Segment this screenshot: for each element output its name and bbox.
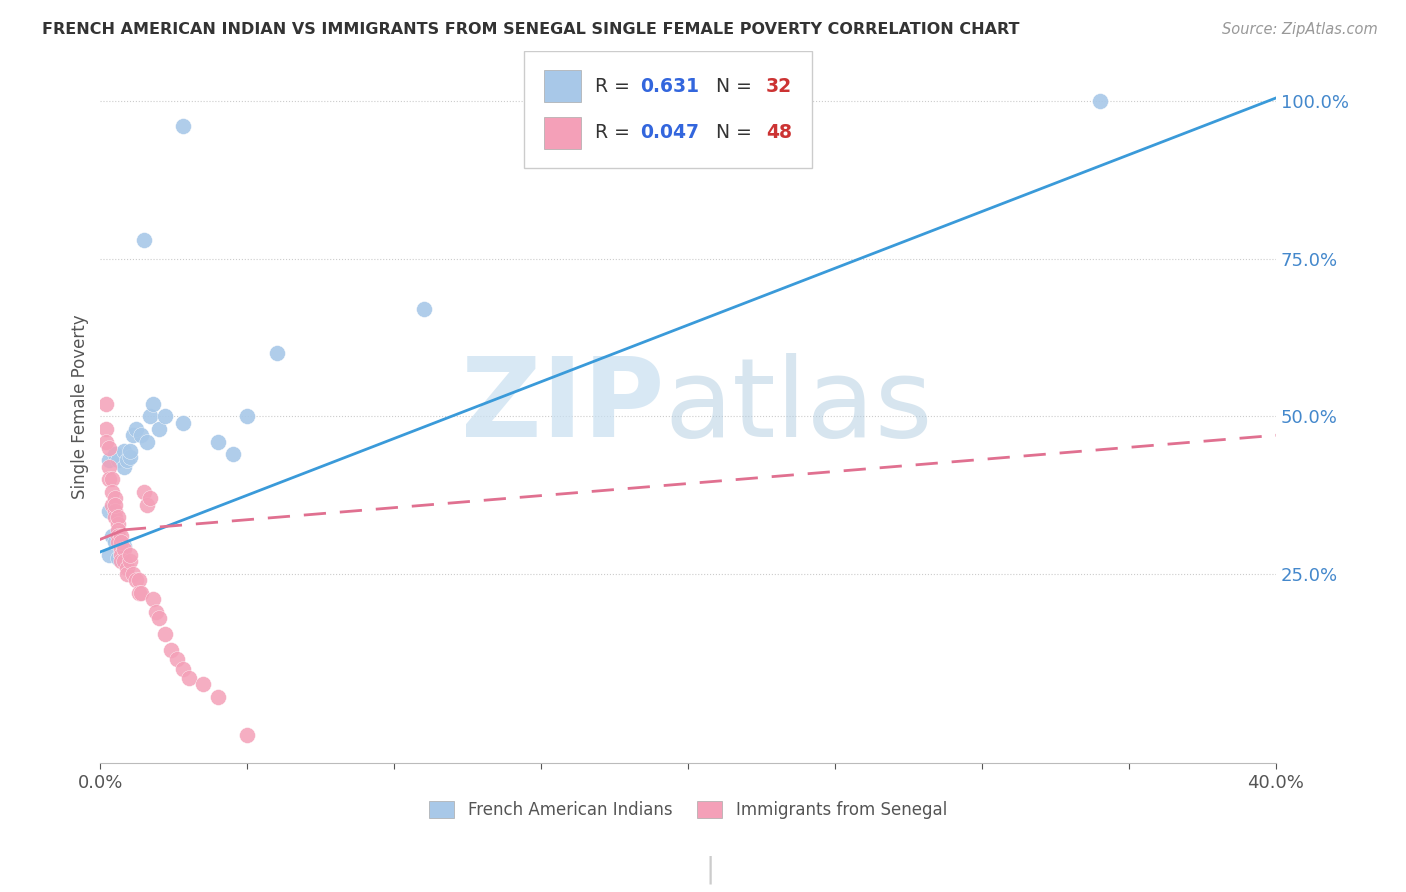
FancyBboxPatch shape xyxy=(523,51,811,169)
Point xyxy=(107,529,129,543)
Point xyxy=(101,498,124,512)
Point xyxy=(104,447,127,461)
Text: 48: 48 xyxy=(766,123,792,142)
Text: N =: N = xyxy=(710,77,758,95)
Point xyxy=(118,548,141,562)
Point xyxy=(101,485,124,500)
Point xyxy=(112,539,135,553)
Point xyxy=(134,485,156,500)
Bar xyxy=(544,117,581,149)
Point xyxy=(153,627,176,641)
Point xyxy=(107,510,129,524)
Point xyxy=(139,409,162,424)
Point xyxy=(148,422,170,436)
Point xyxy=(112,541,135,556)
Point xyxy=(177,671,200,685)
Text: 32: 32 xyxy=(766,77,792,95)
Text: |: | xyxy=(706,855,714,884)
Point xyxy=(104,510,127,524)
Point xyxy=(104,498,127,512)
Point xyxy=(121,428,143,442)
Point xyxy=(124,574,146,588)
Y-axis label: Single Female Poverty: Single Female Poverty xyxy=(72,315,89,500)
Point xyxy=(236,728,259,742)
Point xyxy=(142,592,165,607)
Point xyxy=(107,523,129,537)
Point xyxy=(118,450,141,465)
Point xyxy=(107,516,129,531)
Point xyxy=(112,554,135,568)
Point xyxy=(412,302,434,317)
Point xyxy=(96,422,118,436)
Point xyxy=(110,548,132,562)
Point xyxy=(110,548,132,562)
Bar xyxy=(544,70,581,103)
Point xyxy=(104,535,127,549)
Point xyxy=(101,529,124,543)
Point xyxy=(107,453,129,467)
Text: ZIP: ZIP xyxy=(461,353,665,460)
Point xyxy=(98,453,121,467)
Point xyxy=(110,535,132,549)
Point xyxy=(115,453,138,467)
Point xyxy=(124,422,146,436)
Point xyxy=(118,444,141,458)
Point xyxy=(101,472,124,486)
Point xyxy=(160,642,183,657)
Point xyxy=(98,504,121,518)
Legend: French American Indians, Immigrants from Senegal: French American Indians, Immigrants from… xyxy=(423,795,953,826)
Point xyxy=(98,459,121,474)
Point xyxy=(121,566,143,581)
Point xyxy=(221,447,243,461)
Text: atlas: atlas xyxy=(665,353,934,460)
Point xyxy=(98,441,121,455)
Point xyxy=(1088,94,1111,108)
Point xyxy=(110,541,132,556)
Point xyxy=(115,560,138,574)
Point xyxy=(98,548,121,562)
Point xyxy=(166,652,188,666)
Point xyxy=(96,397,118,411)
Point xyxy=(136,498,159,512)
Point xyxy=(104,491,127,506)
Point xyxy=(139,491,162,506)
Text: R =: R = xyxy=(595,123,636,142)
Point xyxy=(131,586,153,600)
Text: 0.631: 0.631 xyxy=(640,77,699,95)
Point xyxy=(136,434,159,449)
Point xyxy=(104,504,127,518)
Point xyxy=(118,554,141,568)
Point xyxy=(128,586,150,600)
Point xyxy=(172,662,194,676)
Text: N =: N = xyxy=(710,123,758,142)
Point xyxy=(207,434,229,449)
Point xyxy=(110,529,132,543)
Text: Source: ZipAtlas.com: Source: ZipAtlas.com xyxy=(1222,22,1378,37)
Point xyxy=(115,566,138,581)
Point xyxy=(148,611,170,625)
Point xyxy=(193,677,215,691)
Point xyxy=(96,434,118,449)
Point xyxy=(266,346,288,360)
Text: R =: R = xyxy=(595,77,636,95)
Point xyxy=(112,444,135,458)
Text: FRENCH AMERICAN INDIAN VS IMMIGRANTS FROM SENEGAL SINGLE FEMALE POVERTY CORRELAT: FRENCH AMERICAN INDIAN VS IMMIGRANTS FRO… xyxy=(42,22,1019,37)
Point xyxy=(128,574,150,588)
Text: 0.047: 0.047 xyxy=(640,123,699,142)
Point xyxy=(172,416,194,430)
Point xyxy=(134,233,156,247)
Point xyxy=(107,535,129,549)
Point xyxy=(145,605,167,619)
Point xyxy=(110,554,132,568)
Point xyxy=(172,120,194,134)
Point xyxy=(112,459,135,474)
Point xyxy=(131,428,153,442)
Point xyxy=(142,397,165,411)
Point xyxy=(207,690,229,704)
Point xyxy=(107,551,129,566)
Point xyxy=(98,472,121,486)
Point xyxy=(153,409,176,424)
Point xyxy=(236,409,259,424)
